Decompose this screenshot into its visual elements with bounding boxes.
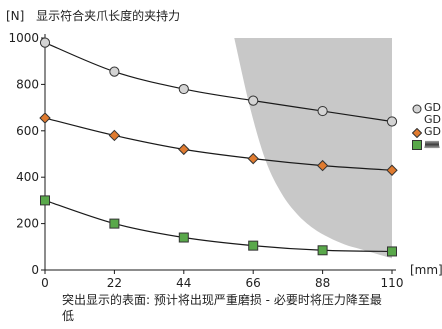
chart-title: [N] 显示符合夹爪长度的夹持力 xyxy=(6,7,180,24)
x-tick-label-66: 66 xyxy=(246,276,261,290)
series-1-point-110 xyxy=(386,116,398,127)
x-tick-label-88: 88 xyxy=(315,276,330,290)
y-tick-label-400: 400 xyxy=(16,170,39,184)
legend-label-2: GD xyxy=(424,113,441,126)
x-tick-label-110: 110 xyxy=(381,276,404,290)
series-3-point-66 xyxy=(248,240,259,251)
x-tick-label-44: 44 xyxy=(176,276,191,290)
y-tick-label-1000: 1000 xyxy=(8,31,39,45)
diamond-marker-icon xyxy=(412,128,422,138)
spring-icon xyxy=(424,140,440,149)
y-axis-unit-label: [N] xyxy=(6,9,25,23)
wear-shaded-area xyxy=(234,38,392,259)
y-tick-label-600: 600 xyxy=(16,124,39,138)
series-3-point-22 xyxy=(109,218,120,229)
x-tick-label-22: 22 xyxy=(107,276,122,290)
series-2-point-110 xyxy=(386,164,398,176)
legend-label-1: GD xyxy=(424,101,441,114)
series-1-point-66 xyxy=(248,95,259,106)
series-line-3 xyxy=(44,199,393,253)
series-2-point-88 xyxy=(316,159,329,172)
series-1-point-0 xyxy=(39,37,51,48)
square-marker-icon xyxy=(412,140,422,150)
series-3-point-110 xyxy=(387,246,397,257)
x-tick-label-0: 0 xyxy=(41,276,49,290)
series-3-point-0 xyxy=(40,195,50,206)
wear-note: 突出显示的表面: 预计将出现严重磨损 - 必要时将压力降至最低 xyxy=(62,293,382,323)
y-tick-label-800: 800 xyxy=(16,77,39,91)
y-tick-label-200: 200 xyxy=(16,217,39,231)
series-1-point-44 xyxy=(178,83,189,95)
series-3-point-44 xyxy=(178,232,189,243)
series-line-2 xyxy=(44,117,393,171)
series-line-1 xyxy=(44,42,393,123)
x-axis-unit-label: [mm] xyxy=(410,263,442,277)
series-2-point-0 xyxy=(39,112,51,124)
series-3-point-88 xyxy=(317,245,328,256)
legend-label-3: GD xyxy=(424,125,441,138)
chart-title-text: 显示符合夹爪长度的夹持力 xyxy=(36,9,181,23)
y-tick-label-0: 0 xyxy=(31,263,39,277)
series-1-point-22 xyxy=(109,66,120,77)
series-1-point-88 xyxy=(317,105,328,117)
series-2-point-22 xyxy=(108,129,121,142)
circle-marker-icon xyxy=(412,104,422,114)
series-2-point-44 xyxy=(178,143,190,156)
series-2-point-66 xyxy=(247,152,259,165)
